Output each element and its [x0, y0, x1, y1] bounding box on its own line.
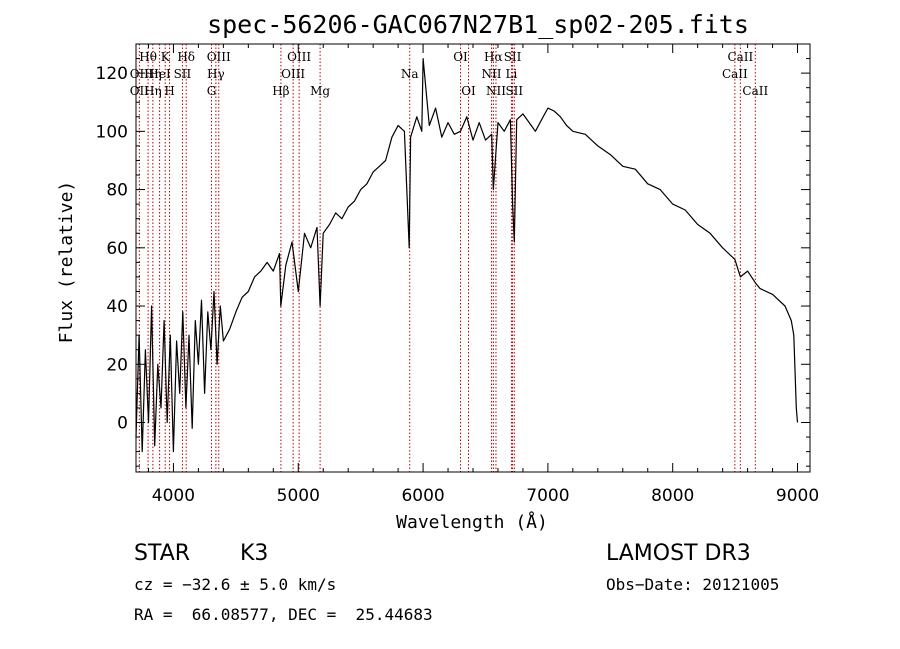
object-class: STAR [134, 541, 190, 566]
line-label: OII [130, 84, 150, 98]
x-axis: 4000 5000 6000 7000 8000 9000 [147, 44, 819, 506]
line-label: Hα [484, 50, 503, 64]
series-layer [135, 57, 799, 453]
line-label: OIII [207, 50, 231, 64]
line-label: Hη [144, 67, 162, 81]
y-axis: 0 20 40 60 80 100 120 [96, 58, 810, 467]
line-label: G [207, 84, 217, 98]
line-label: K [161, 50, 171, 64]
line-label: SII [505, 84, 523, 98]
y-tick-label: 20 [106, 355, 128, 375]
line-label: CaII [727, 50, 753, 64]
line-label: OII [130, 67, 150, 81]
x-tick-label: 5000 [277, 486, 320, 506]
line-label: SII [504, 50, 522, 64]
survey-name: LAMOST DR3 [606, 541, 751, 566]
line-label: SII [174, 67, 192, 81]
line-label: Na [401, 67, 419, 81]
x-tick-label: 8000 [651, 486, 694, 506]
observation-date: Obs−Date: 20121005 [606, 575, 779, 594]
line-label: NII [486, 84, 506, 98]
y-tick-label: 80 [106, 181, 128, 201]
x-tick-label: 7000 [526, 486, 569, 506]
line-label: Mg [310, 84, 330, 98]
line-label: NII [481, 67, 501, 81]
x-tick-label: 9000 [776, 486, 819, 506]
line-label: OIII [281, 67, 305, 81]
line-label: OIII [287, 50, 311, 64]
line-label: CaII [742, 84, 768, 98]
line-label: Hβ [272, 84, 289, 98]
x-tick-label: 4000 [152, 486, 195, 506]
line-label: Hδ [177, 50, 195, 64]
plot-frame [135, 43, 811, 473]
line-label: Hγ [207, 67, 225, 81]
y-tick-label: 40 [106, 297, 128, 317]
y-tick-label: 60 [106, 239, 128, 259]
line-label: Hθ [139, 50, 157, 64]
line-markers [138, 44, 756, 472]
flux-series-line [135, 57, 799, 453]
y-axis-label: Flux (relative) [56, 181, 77, 344]
y-tick-label: 0 [117, 414, 128, 434]
line-label: Hη [144, 84, 162, 98]
y-tick-label: 120 [96, 64, 128, 84]
x-tick-label: 6000 [401, 486, 444, 506]
object-subclass: K3 [240, 541, 268, 566]
line-label: H [164, 84, 174, 98]
chart-title: spec-56206-GAC067N27B1_sp02-205.fits [207, 10, 749, 39]
line-label: Li [506, 67, 518, 81]
line-label: OI [461, 84, 476, 98]
redshift-velocity: cz = −32.6 ± 5.0 km/s [134, 575, 336, 594]
line-label: CaII [722, 67, 748, 81]
x-axis-label: Wavelength (Å) [396, 511, 548, 533]
line-label: HeI [148, 67, 171, 81]
line-label: OI [453, 50, 468, 64]
y-tick-label: 100 [96, 122, 128, 142]
sky-coordinates: RA = 66.08577, DEC = 25.44683 [134, 605, 433, 624]
